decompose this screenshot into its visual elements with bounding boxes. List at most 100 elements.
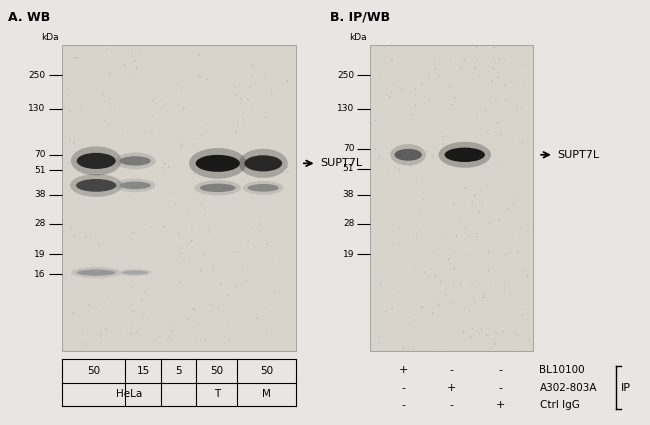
Point — [99, 160, 110, 167]
Point — [410, 102, 421, 108]
Point — [417, 304, 428, 311]
Point — [213, 306, 224, 313]
Point — [491, 158, 502, 164]
Point — [387, 306, 397, 312]
Point — [157, 164, 168, 171]
Point — [409, 266, 419, 272]
Point — [101, 45, 112, 51]
Point — [107, 299, 117, 306]
Point — [266, 90, 277, 97]
Point — [170, 201, 180, 208]
Point — [155, 342, 165, 349]
Point — [136, 51, 147, 57]
Point — [447, 298, 458, 305]
Point — [456, 280, 466, 287]
Point — [445, 57, 456, 63]
Ellipse shape — [115, 153, 155, 169]
Point — [380, 308, 391, 315]
Point — [188, 193, 198, 199]
Point — [230, 84, 240, 91]
Point — [510, 343, 521, 350]
Text: 250: 250 — [29, 71, 46, 80]
Point — [120, 61, 130, 68]
Point — [187, 237, 197, 244]
Text: 19: 19 — [343, 250, 354, 259]
Point — [463, 232, 474, 239]
Point — [438, 133, 448, 140]
Point — [465, 334, 476, 341]
Point — [265, 308, 276, 315]
Point — [517, 139, 527, 146]
Point — [282, 77, 293, 84]
Text: 51: 51 — [343, 164, 354, 173]
Point — [140, 289, 150, 296]
Point — [483, 267, 493, 274]
Point — [68, 200, 79, 207]
Point — [137, 80, 148, 87]
Point — [243, 238, 254, 244]
Point — [213, 106, 224, 113]
Point — [501, 98, 512, 105]
Text: +: + — [398, 365, 408, 375]
Point — [489, 328, 500, 335]
Point — [285, 262, 295, 269]
Point — [490, 340, 501, 347]
Point — [145, 207, 155, 214]
Point — [175, 279, 185, 286]
Point — [221, 184, 231, 190]
Point — [100, 117, 110, 124]
Point — [441, 292, 451, 299]
Point — [508, 230, 518, 237]
Point — [84, 63, 94, 70]
Point — [128, 308, 138, 315]
Point — [519, 283, 529, 289]
Point — [246, 73, 257, 79]
Point — [159, 224, 169, 230]
Point — [259, 71, 270, 77]
Point — [84, 302, 94, 309]
Point — [209, 236, 220, 243]
Text: 70: 70 — [343, 144, 354, 153]
Point — [194, 51, 205, 58]
Point — [479, 291, 489, 298]
Point — [231, 91, 242, 98]
Point — [489, 48, 500, 55]
Point — [411, 86, 421, 93]
Point — [434, 72, 444, 79]
Point — [204, 227, 214, 233]
Point — [482, 100, 493, 107]
Point — [474, 208, 484, 215]
Point — [157, 306, 168, 313]
Point — [235, 100, 246, 107]
Point — [198, 181, 208, 188]
Point — [489, 44, 499, 51]
Ellipse shape — [239, 149, 288, 178]
Point — [462, 252, 473, 259]
Point — [188, 306, 199, 313]
Point — [81, 234, 92, 241]
Point — [516, 104, 526, 111]
Point — [282, 164, 293, 170]
Point — [430, 230, 441, 236]
Point — [374, 154, 385, 161]
Ellipse shape — [76, 179, 116, 192]
Point — [259, 153, 270, 159]
Text: 130: 130 — [28, 105, 46, 113]
Point — [129, 74, 139, 81]
Point — [370, 117, 380, 124]
Point — [86, 176, 97, 183]
Point — [71, 210, 81, 216]
Point — [229, 319, 240, 326]
Point — [374, 76, 385, 83]
Point — [471, 253, 482, 260]
Point — [183, 316, 194, 323]
Point — [470, 64, 480, 71]
Point — [92, 69, 103, 76]
Point — [240, 156, 250, 163]
Point — [69, 140, 79, 147]
Point — [105, 95, 115, 102]
Point — [449, 94, 460, 101]
Point — [252, 315, 263, 322]
Point — [487, 78, 497, 85]
Text: 38: 38 — [34, 190, 46, 199]
